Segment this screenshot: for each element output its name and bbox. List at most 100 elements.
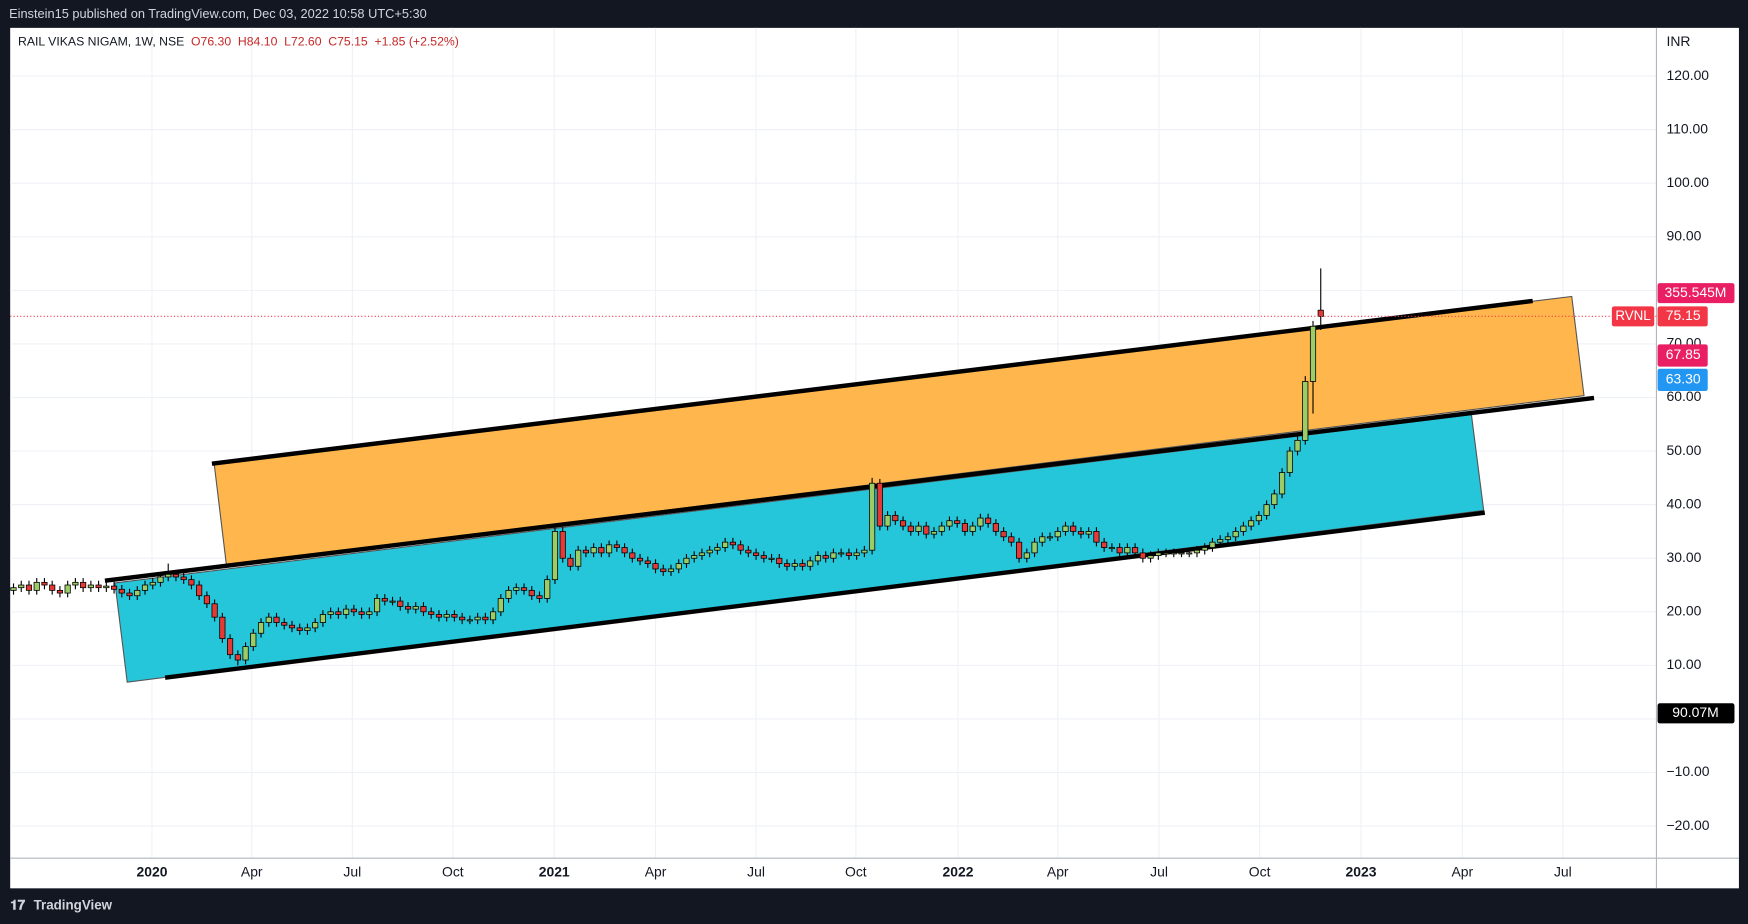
volume-label-bg — [1657, 703, 1735, 724]
level-label-bg — [1657, 368, 1708, 391]
candle-body — [118, 588, 125, 594]
candle-body — [319, 614, 326, 623]
candle-body — [1031, 541, 1038, 554]
candle-body — [1132, 547, 1139, 554]
candle-body — [1008, 536, 1015, 543]
candle-body — [242, 646, 249, 661]
candle-body — [420, 606, 427, 613]
candle-body — [892, 514, 899, 522]
candle-body — [544, 579, 551, 599]
candle-body — [366, 611, 373, 615]
ohlc: O76.30 — [191, 35, 231, 49]
candle-body — [861, 549, 868, 554]
candle-body — [343, 608, 350, 615]
candle-body — [698, 552, 706, 556]
candle-body — [776, 557, 783, 564]
trend-line — [104, 395, 1595, 583]
candle-body — [381, 598, 388, 602]
symbol-title: RAIL VIKAS NIGAM, 1W, NSE — [18, 35, 184, 49]
candle-body — [64, 584, 71, 594]
candle-body — [520, 587, 528, 591]
y-tick-label: −20.00 — [1666, 817, 1709, 833]
candle-body — [1217, 539, 1224, 543]
candle-body — [629, 552, 636, 559]
candle-body — [961, 523, 968, 532]
candle-body — [1093, 531, 1100, 543]
candle-body — [80, 581, 87, 589]
level-label-bg — [1657, 344, 1708, 367]
ohlc: C75.15 — [328, 35, 368, 49]
brand: TradingView — [34, 898, 113, 913]
candle-body — [822, 555, 829, 559]
candle-body — [234, 654, 241, 661]
level-label: 67.85 — [1666, 346, 1701, 362]
currency: INR — [1666, 33, 1690, 49]
candle-body — [582, 549, 589, 554]
candle-body — [25, 584, 33, 591]
legend: RAIL VIKAS NIGAM, 1W, NSE O76.30 H84.10 L72… — [18, 35, 459, 49]
candle-body — [497, 598, 504, 613]
candle-body — [165, 573, 172, 578]
candle-body — [899, 520, 907, 527]
candle-body — [606, 544, 613, 554]
candle-body — [1077, 531, 1085, 535]
candle-body — [652, 563, 659, 570]
candle-body — [296, 627, 303, 631]
candle-body — [373, 598, 381, 613]
candle-body — [1302, 381, 1309, 441]
candle-body — [621, 547, 628, 554]
candle-body — [397, 600, 404, 607]
candle-body — [567, 557, 574, 567]
candle-body — [103, 585, 110, 589]
candle-body — [335, 611, 342, 615]
candle-body — [513, 587, 520, 591]
trend-line — [164, 510, 1486, 680]
candle-body — [304, 627, 311, 631]
publish-info: Einstein15 published on TradingView.com,… — [9, 6, 427, 21]
y-tick-label: 100.00 — [1666, 174, 1709, 190]
last-price-label: 75.15 — [1666, 307, 1701, 323]
candle-body — [1186, 552, 1193, 555]
candle-body — [72, 581, 79, 586]
candle-body — [451, 614, 458, 618]
candle-body — [536, 595, 543, 599]
candle-body — [814, 555, 822, 562]
candle-body — [830, 552, 837, 559]
candle-body — [722, 541, 729, 548]
candle-body — [946, 520, 953, 527]
candle-body — [1209, 541, 1216, 548]
candles — [10, 268, 1324, 666]
candle-body — [157, 576, 164, 583]
ohlc: H84.10 — [238, 35, 278, 49]
candle-body — [95, 584, 102, 589]
candle-body — [1255, 514, 1262, 522]
candle-body — [196, 584, 203, 597]
x-tick-label: Apr — [241, 863, 263, 879]
candle-body — [768, 557, 775, 560]
level-label: 63.30 — [1666, 371, 1701, 387]
candle-body — [428, 611, 435, 615]
candle-body — [459, 616, 466, 621]
candle-body — [1108, 547, 1115, 550]
candle-body — [1309, 325, 1317, 382]
candle-body — [56, 589, 63, 594]
candle-body — [1062, 525, 1069, 532]
candle-body — [1046, 536, 1054, 539]
y-tick-label: 50.00 — [1666, 442, 1701, 458]
y-tick-label: 110.00 — [1666, 120, 1708, 136]
candle-body — [559, 531, 566, 559]
candle-body — [350, 608, 357, 613]
candle-body — [172, 573, 180, 578]
candle-body — [257, 622, 265, 634]
candle-body — [1263, 504, 1270, 516]
candle-body — [1317, 309, 1324, 317]
candle-body — [149, 581, 156, 586]
candle-body — [1294, 439, 1301, 452]
candle-body — [1070, 525, 1077, 532]
candle-body — [1039, 536, 1046, 543]
x-tick-label: 2021 — [539, 863, 570, 879]
x-tick-label: Apr — [1451, 863, 1473, 879]
candle-body — [691, 555, 698, 559]
x-tick-label: Jul — [1150, 863, 1168, 879]
